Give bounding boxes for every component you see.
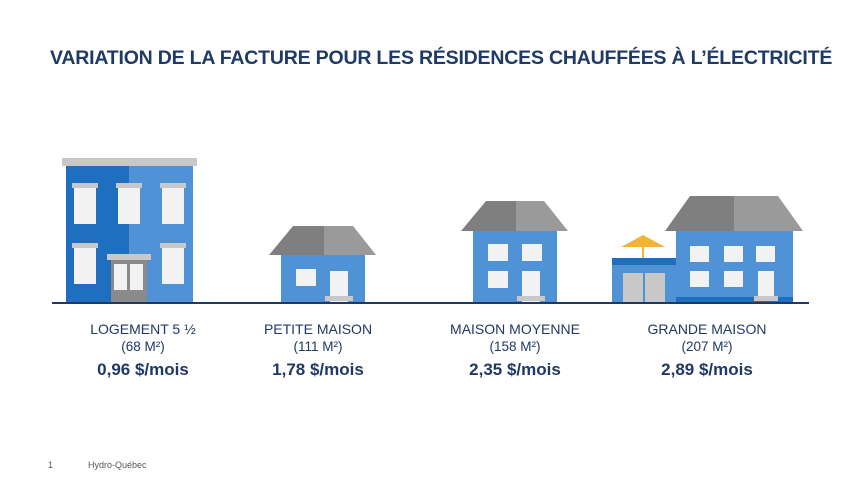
house-area: (158 M²): [489, 339, 541, 354]
large-house-icon: [612, 196, 803, 303]
house-price: 2,35 $/mois: [469, 360, 561, 379]
apartment-building-icon: [62, 158, 197, 303]
ground-line: [52, 302, 809, 304]
house-price: 2,89 $/mois: [661, 360, 753, 379]
house-name: PETITE MAISON: [263, 321, 373, 337]
house-label-apartment: LOGEMENT 5 ½ (68 M²) 0,96 $/mois: [48, 320, 238, 382]
house-label-large: GRANDE MAISON (207 M²) 2,89 $/mois: [612, 320, 802, 382]
footer-brand: Hydro-Québec: [88, 460, 147, 470]
house-price: 0,96 $/mois: [97, 360, 189, 379]
house-area: (111 M²): [293, 339, 343, 354]
house-label-medium: MAISON MOYENNE (158 M²) 2,35 $/mois: [420, 320, 610, 382]
medium-house-icon: [461, 201, 568, 303]
house-area: (68 M²): [121, 339, 165, 354]
house-area: (207 M²): [681, 339, 733, 354]
small-house-icon: [269, 226, 376, 303]
house-price: 1,78 $/mois: [272, 360, 364, 379]
house-label-small: PETITE MAISON (111 M²) 1,78 $/mois: [223, 320, 413, 382]
house-name: LOGEMENT 5 ½: [90, 321, 196, 337]
house-name: GRANDE MAISON: [647, 321, 767, 337]
slide-number: 1: [48, 460, 54, 470]
slide-title: VARIATION DE LA FACTURE POUR LES RÉSIDEN…: [50, 47, 833, 69]
house-name: MAISON MOYENNE: [450, 321, 580, 337]
